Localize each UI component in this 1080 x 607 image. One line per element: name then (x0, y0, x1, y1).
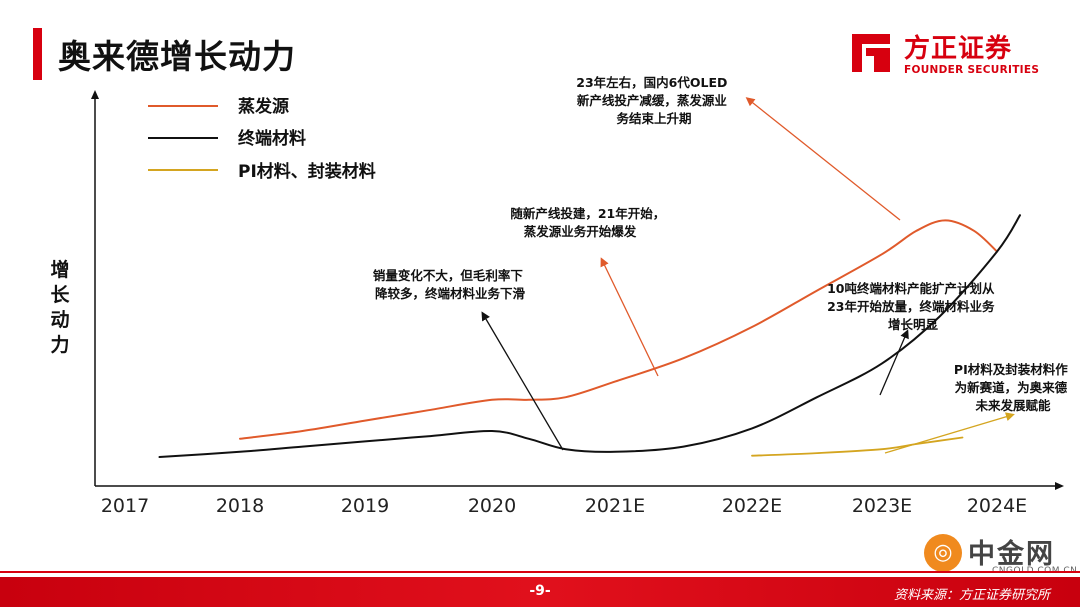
annotation-terminal-decline: 销量变化不大，但毛利率下 降较多，终端材料业务下滑 (373, 268, 527, 301)
legend: 蒸发源 终端材料 PI材料、封装材料 (148, 96, 376, 182)
annotations: 23年左右，国内6代OLED 新产线投产减缓，蒸发源业 务结束上升期 随新产线投… (373, 75, 1072, 413)
x-tick-label: 2019 (341, 495, 389, 517)
y-axis-label-char: 动 (50, 309, 69, 331)
annotation-arrow (879, 329, 909, 396)
annotation-arrow (884, 412, 1015, 454)
founder-logo-icon (852, 34, 890, 72)
brand-logo: 方正证券 FOUNDER SECURITIES (848, 28, 1040, 80)
legend-item-pi-packaging-materials: PI材料、封装材料 (148, 161, 376, 182)
x-tick-label: 2020 (468, 495, 516, 517)
series-line-evaporation-source (239, 219, 998, 440)
brand-name-cn: 方正证券 (904, 34, 1013, 64)
y-axis-label: 增 长 动 力 (50, 258, 70, 356)
annotation-arrow (481, 311, 564, 451)
slide-title: 奥来德增长动力 (58, 37, 296, 76)
x-tick-label: 2018 (216, 495, 264, 517)
x-tick-labels: 2017 2018 2019 2020 2021E 2022E 2023E 2024E (101, 495, 1027, 517)
y-axis-label-char: 力 (50, 333, 69, 356)
growth-driver-chart: 增 长 动 力 2017 2018 2019 2020 2021E 2022E 2023E 2… (50, 75, 1072, 517)
x-tick-label: 2021E (585, 495, 645, 517)
brand-name-en: FOUNDER SECURITIES (904, 64, 1040, 76)
legend-label: PI材料、封装材料 (238, 161, 376, 182)
annotation-arrow (600, 257, 659, 377)
legend-item-terminal-materials: 终端材料 (148, 128, 306, 149)
x-tick-label: 2022E (722, 495, 782, 517)
y-axis-label-char: 长 (50, 284, 70, 306)
series-lines (158, 214, 1021, 458)
annotation-pi-packaging: PI材料及封装材料作 为新赛道，为奥来德 未来发展赋能 (954, 362, 1072, 413)
footer-bar: -9- 资料来源：方正证券研究所 (0, 577, 1080, 607)
y-axis-label-char: 增 (50, 258, 69, 281)
x-tick-label: 2024E (967, 495, 1027, 517)
annotation-terminal-growth: 10吨终端材料产能扩产计划从 23年开始放量，终端材料业务 增长明显 (827, 281, 999, 332)
annotation-evaporation-peak: 23年左右，国内6代OLED 新产线投产减缓，蒸发源业 务结束上升期 (576, 75, 731, 126)
watermark: ◎ 中金网 CNGOLD.COM.CN (924, 532, 1077, 582)
annotation-evaporation-outbreak: 随新产线投建，21年开始， 蒸发源业务开始爆发 (510, 206, 669, 239)
page-number: -9- (529, 583, 551, 599)
legend-label: 蒸发源 (238, 96, 289, 117)
watermark-name: 中金网 (968, 539, 1055, 570)
series-line-terminal-materials (158, 214, 1021, 458)
watermark-logo-icon: ◎ (924, 534, 962, 572)
title-accent-bar (33, 28, 42, 80)
annotation-arrows (481, 97, 1015, 454)
source-note: 资料来源：方正证券研究所 (893, 588, 1050, 603)
x-tick-label: 2017 (101, 495, 149, 517)
x-tick-label: 2023E (852, 495, 912, 517)
annotation-arrow (745, 97, 901, 221)
footer-divider (0, 571, 1080, 573)
legend-label: 终端材料 (238, 128, 306, 149)
legend-item-evaporation-source: 蒸发源 (148, 96, 289, 117)
series-line-pi-packaging-materials (751, 436, 964, 457)
